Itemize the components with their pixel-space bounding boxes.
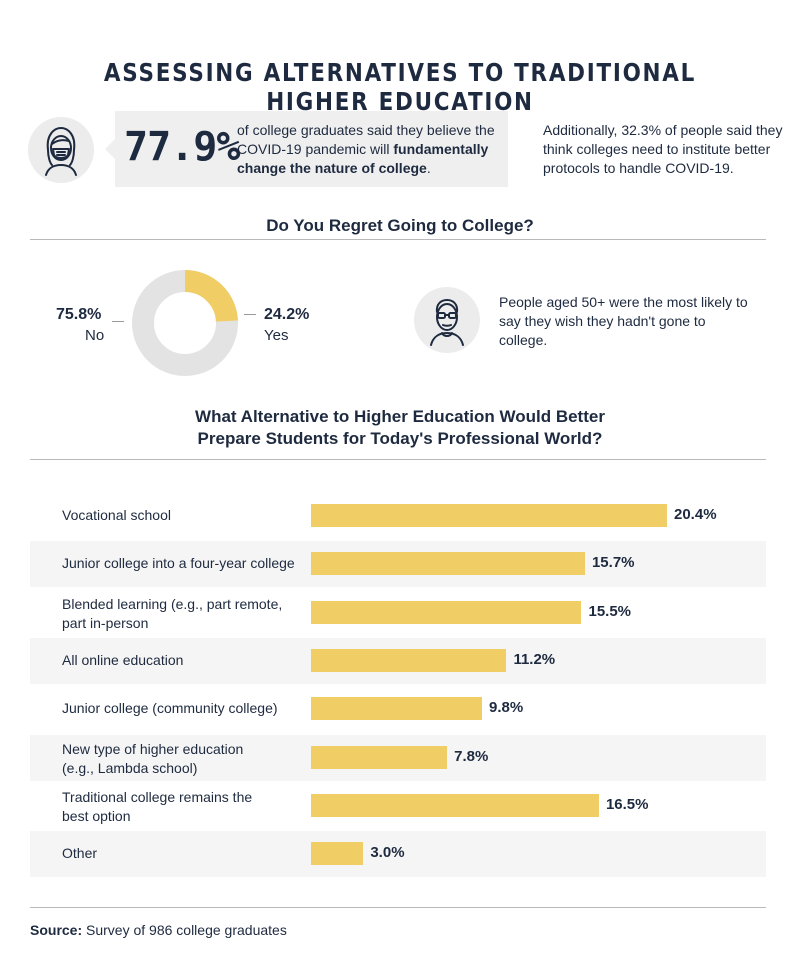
bar-category-label-line: Other xyxy=(62,845,98,862)
donut-label-yes: Yes xyxy=(264,327,289,344)
bar xyxy=(311,552,585,576)
bar-value-label: 20.4% xyxy=(674,506,717,523)
bar-category-label-line: Vocational school xyxy=(62,507,171,523)
bar-value-label: 11.2% xyxy=(513,650,556,668)
callout-text: of college graduates said they believe t… xyxy=(237,121,507,178)
bar-value-label: 3.0% xyxy=(370,844,405,862)
alternatives-title-line2: Prepare Students for Today's Professiona… xyxy=(197,429,603,448)
bar-category-label-line: Blended learning (e.g., part remote, xyxy=(62,595,283,612)
bar-category-label-line: best option xyxy=(62,807,131,824)
bar-category-label: Vocational school xyxy=(62,506,302,525)
row-stripe xyxy=(30,831,766,878)
bar xyxy=(311,745,448,769)
bar-category-label-line: (e.g., Lambda school) xyxy=(62,759,198,776)
source-text: Survey of 986 college graduates xyxy=(82,922,287,938)
bar-category-label: Traditional college remains the best opti… xyxy=(62,788,302,826)
bar-category-label: All online education xyxy=(62,651,302,670)
donut-slice-yes xyxy=(132,270,238,376)
regret-title: Do You Regret Going to College? xyxy=(266,216,534,235)
donut-label-yes-value: 24.2% xyxy=(264,306,310,323)
bar-value-label: 9.8% xyxy=(489,699,524,717)
source-label: Source: xyxy=(30,922,83,938)
divider xyxy=(30,239,766,240)
bar-value-label: 16.5% xyxy=(605,795,649,813)
donut-label-no-value: 75.8% xyxy=(56,306,102,323)
bar-category-label: Other xyxy=(62,844,302,863)
callout-text-bold: fundamentally change the nature of colle… xyxy=(237,141,489,176)
bar-value-label: 15.7% xyxy=(591,554,635,572)
bar-value-label: 7.8% xyxy=(454,747,489,765)
bar-value-label: 15.5% xyxy=(588,602,632,620)
bar-category-label: New type of higher education (e.g., Lambd… xyxy=(62,740,302,778)
bar-category-label: Junior college into a four-year college xyxy=(62,554,302,573)
bar xyxy=(311,697,483,721)
callout-pointer xyxy=(105,139,115,159)
bar xyxy=(311,793,599,817)
bar xyxy=(311,600,582,624)
page-title: ASSESSING ALTERNATIVES TO TRADITIONAL HI… xyxy=(103,58,697,116)
side-note: Additionally, 32.3% of people said they … xyxy=(543,122,783,176)
donut-label-no: No xyxy=(85,327,105,344)
no-tick xyxy=(112,321,124,322)
divider xyxy=(30,459,766,460)
bar xyxy=(311,842,364,866)
elder-note: People aged 50+ were the most likely to … xyxy=(499,294,748,348)
callout-text-part: of college graduates said they believe t… xyxy=(237,122,495,157)
regret-donut-chart xyxy=(132,270,238,376)
alternatives-title: What Alternative to Higher Education Wou… xyxy=(0,406,800,450)
bar-category-label-line: Junior college into a four-year college xyxy=(62,555,295,572)
bar-category-label-line: Junior college (community college) xyxy=(62,700,278,717)
divider xyxy=(30,907,766,908)
bar-category-label-line: New type of higher education xyxy=(62,740,244,757)
bar xyxy=(311,504,667,527)
yes-tick xyxy=(244,314,256,315)
bar xyxy=(311,648,507,672)
bar-category-label-line: Traditional college remains the xyxy=(62,788,253,805)
big-stat: 77.9% xyxy=(124,124,240,170)
bar-category-label-line: part in-person xyxy=(62,614,149,631)
older-man-glasses-icon xyxy=(414,287,480,353)
stat-callout xyxy=(115,111,508,187)
bar-category-label-line: All online education xyxy=(62,651,184,668)
alternatives-title-line1: What Alternative to Higher Education Wou… xyxy=(195,407,605,426)
callout-text-end: . xyxy=(426,160,431,176)
source-note: Source: Survey of 986 college graduates xyxy=(30,922,287,938)
bar-category-label: Blended learning (e.g., part remote, part… xyxy=(62,595,302,633)
bar-category-label: Junior college (community college) xyxy=(62,699,302,718)
masked-woman-icon xyxy=(28,117,94,183)
